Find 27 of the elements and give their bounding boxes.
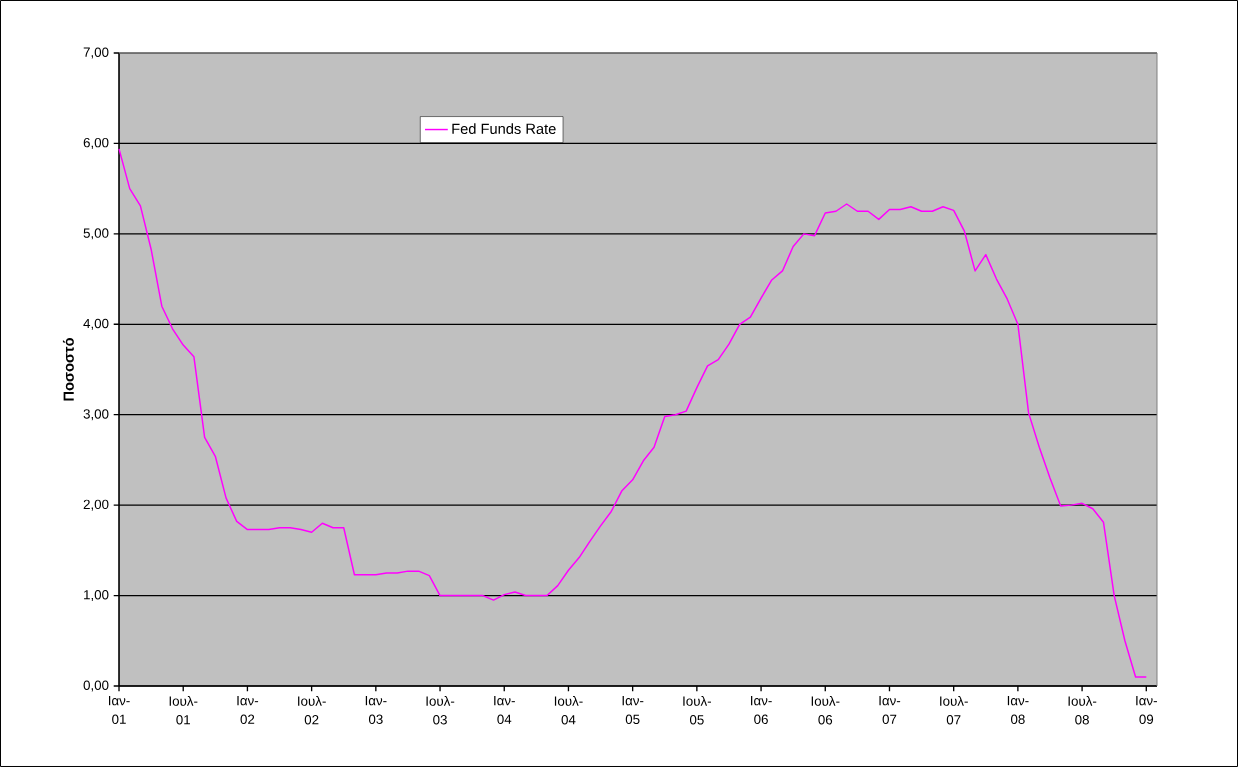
- x-tick-label: Ιουλ-05: [683, 696, 712, 725]
- x-tick-label: Ιαν-05: [622, 696, 644, 724]
- x-tick-label: Ιουλ-07: [940, 696, 968, 725]
- x-tick-label: Ιαν-08: [1007, 696, 1029, 724]
- y-tick-label: 2,00: [83, 499, 109, 511]
- y-tick-label: 0,00: [83, 680, 109, 692]
- y-tick-label: 4,00: [83, 318, 109, 330]
- y-tick-label: 1,00: [84, 590, 109, 602]
- y-tick-label: 7,00: [83, 47, 109, 59]
- x-tick-label: Ιουλ-04: [554, 696, 583, 725]
- x-tick-label: Ιουλ-01: [169, 696, 198, 725]
- y-tick-label: 6,00: [83, 137, 109, 149]
- x-tick-label: Ιαν-04: [494, 696, 515, 724]
- x-tick-label: Ιουλ-08: [1068, 696, 1097, 725]
- y-tick-label: 5,00: [83, 228, 109, 240]
- y-tick-label: 3,00: [83, 409, 109, 421]
- x-tick-label: Ιαν-06: [751, 696, 772, 724]
- x-tick-label: Ιουλ-06: [811, 696, 840, 725]
- x-tick-label: Ιουλ-02: [298, 696, 326, 725]
- x-tick-label: Ιαν-07: [879, 696, 901, 724]
- x-tick-label: Ιαν-03: [365, 696, 387, 724]
- x-tick-label: Ιαν-09: [1136, 696, 1157, 724]
- y-axis-title: Ποσοστό: [62, 338, 74, 401]
- legend-label: Fed Funds Rate: [452, 123, 556, 134]
- x-tick-label: Ιαν-02: [237, 696, 259, 724]
- x-tick-label: Ιαν-01: [108, 696, 130, 724]
- x-tick-label: Ιουλ-03: [426, 696, 455, 725]
